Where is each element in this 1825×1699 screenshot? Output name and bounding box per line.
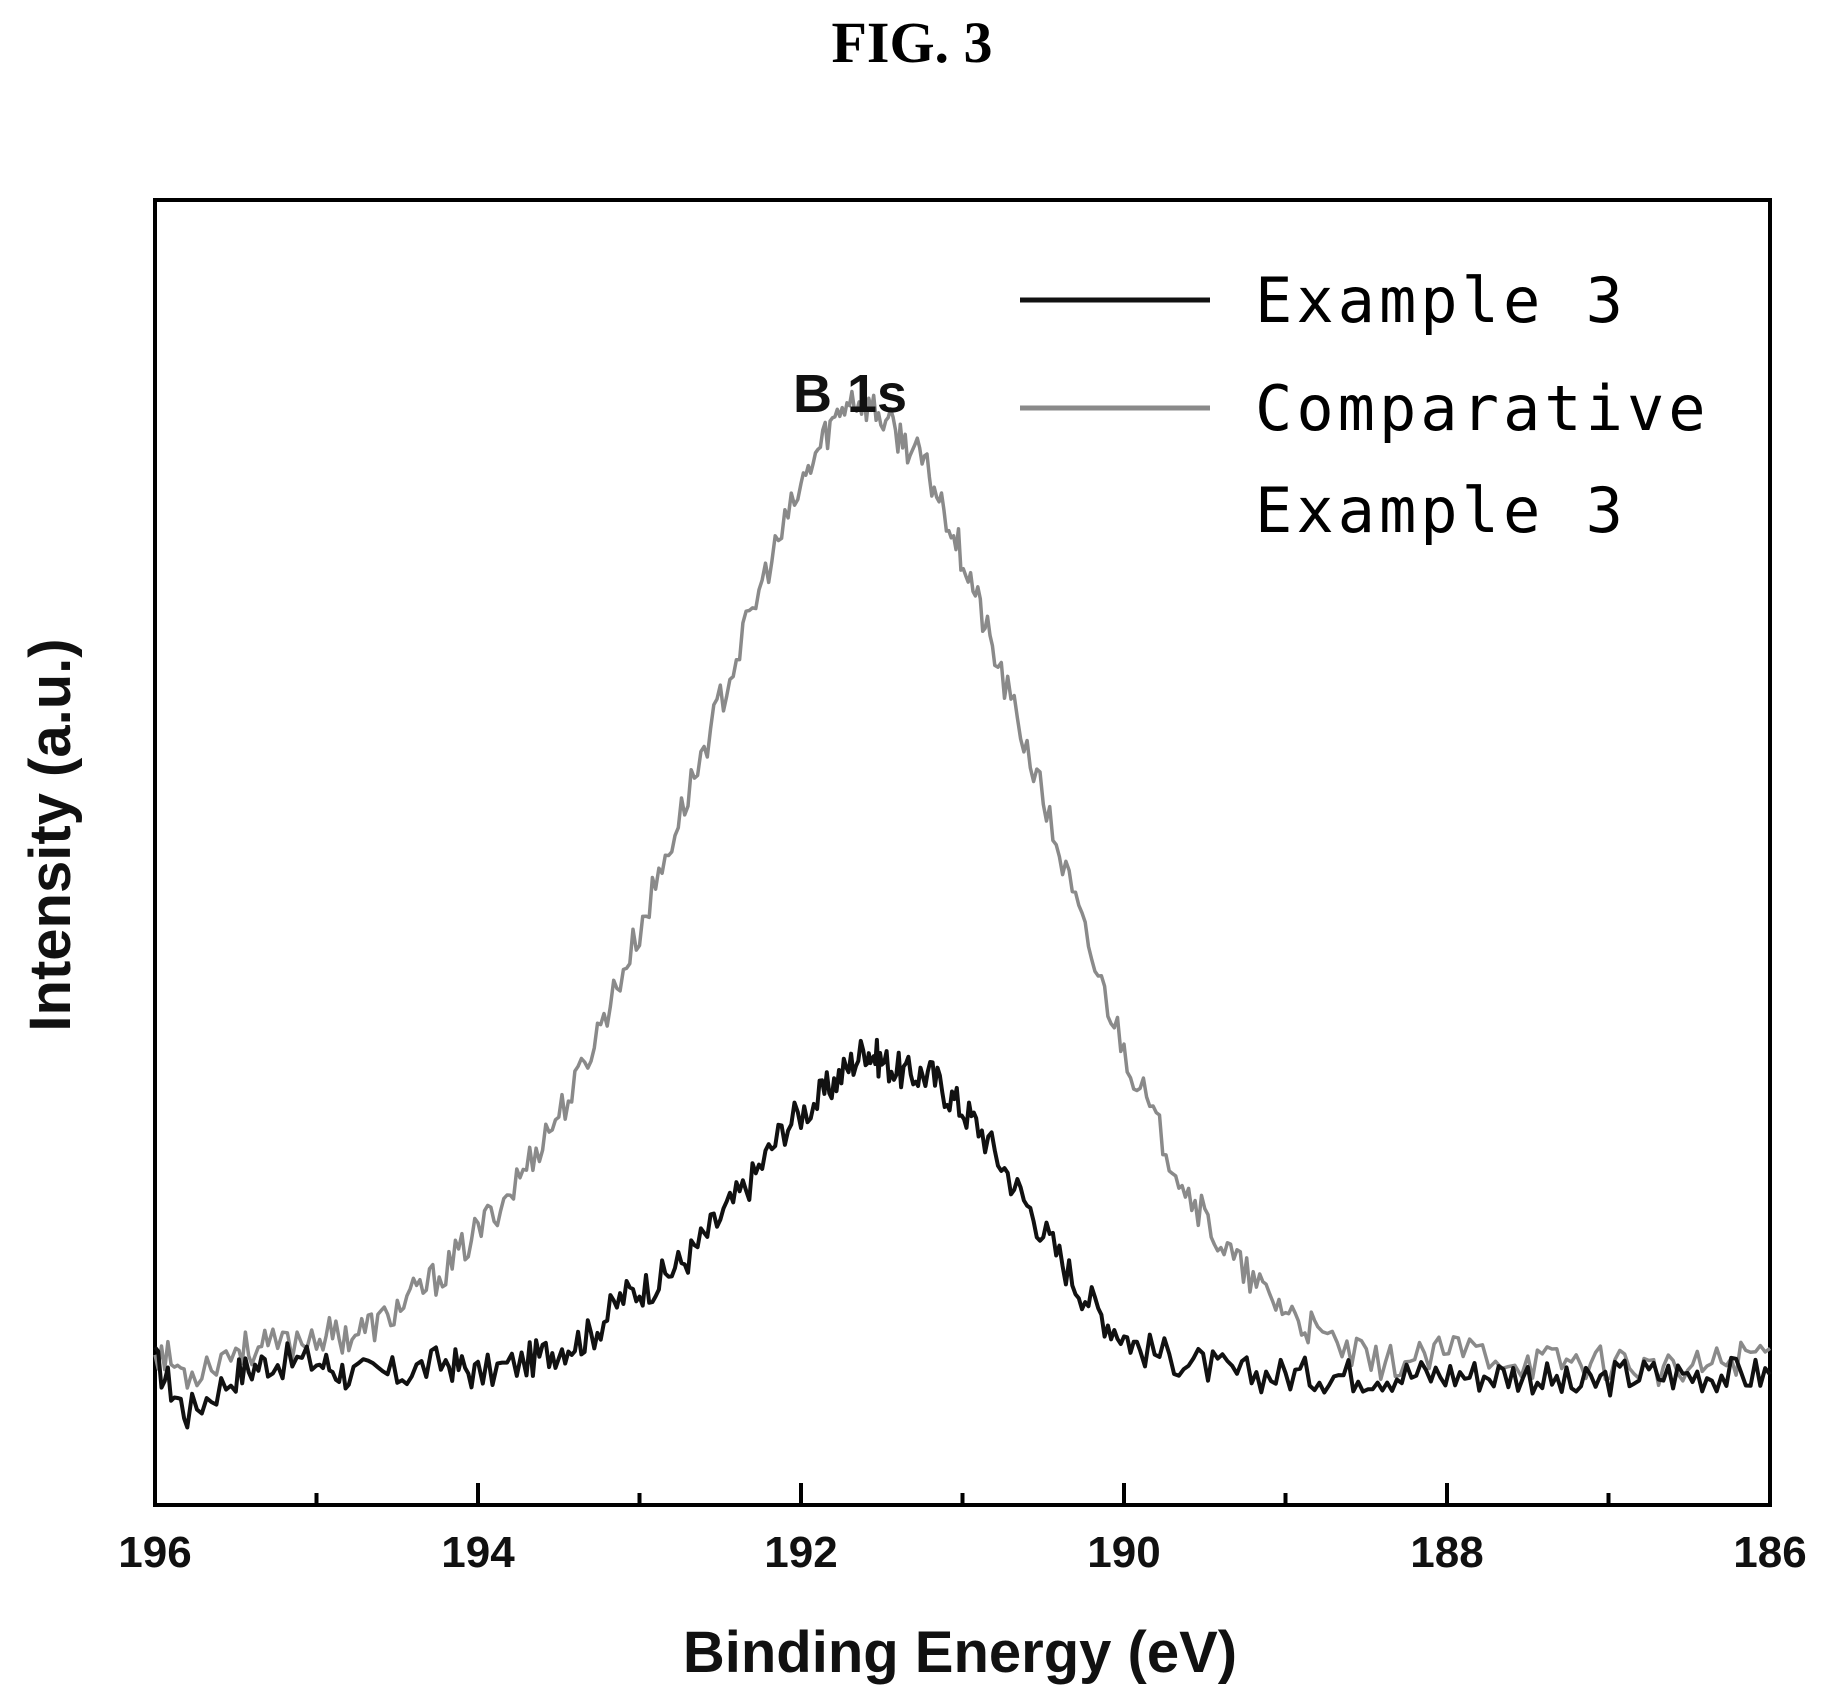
x-tick-label: 188 [1410, 1528, 1483, 1577]
y-axis-label: Intensity (a.u.) [18, 638, 83, 1031]
x-axis-label: Binding Energy (eV) [683, 1620, 1237, 1685]
x-tick-label: 194 [441, 1528, 515, 1577]
series-comparative-example-3-line [153, 389, 1772, 1390]
x-axis-ticks: 196 194 192 190 188 186 [118, 1483, 1807, 1577]
legend-label: Example 3 [1255, 264, 1627, 337]
x-tick-label: 192 [764, 1528, 837, 1577]
x-tick-label: 196 [118, 1528, 191, 1577]
peak-annotation: B 1s [793, 364, 907, 424]
series-layer [153, 389, 1772, 1430]
legend-label: Comparative [1255, 372, 1710, 445]
series-example-3-line [153, 1037, 1772, 1430]
figure-label: FIG. 3 [831, 10, 992, 75]
legend: Example 3 Comparative Example 3 [1020, 264, 1710, 547]
legend-label: Example 3 [1255, 474, 1627, 547]
x-tick-label: 186 [1733, 1528, 1806, 1577]
x-tick-label: 190 [1087, 1528, 1160, 1577]
